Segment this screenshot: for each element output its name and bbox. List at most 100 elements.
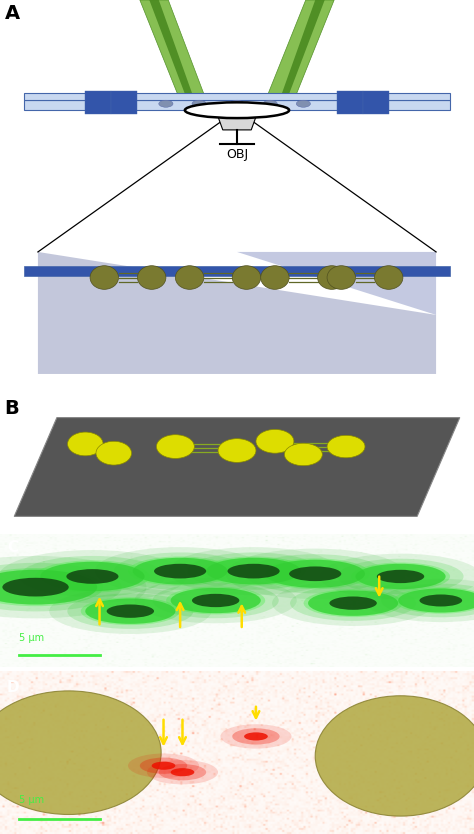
Ellipse shape <box>159 100 173 108</box>
Ellipse shape <box>168 547 339 595</box>
Ellipse shape <box>232 266 261 289</box>
Ellipse shape <box>284 444 322 465</box>
Ellipse shape <box>35 560 150 593</box>
Ellipse shape <box>187 552 320 590</box>
Ellipse shape <box>265 560 365 588</box>
Ellipse shape <box>156 435 194 459</box>
Ellipse shape <box>153 583 279 618</box>
Ellipse shape <box>296 100 310 108</box>
Ellipse shape <box>147 760 218 785</box>
Ellipse shape <box>398 589 474 612</box>
Ellipse shape <box>107 605 154 618</box>
Ellipse shape <box>152 761 175 770</box>
Text: D: D <box>7 680 20 695</box>
Ellipse shape <box>159 764 206 781</box>
Ellipse shape <box>128 753 199 778</box>
Ellipse shape <box>206 558 301 585</box>
Ellipse shape <box>364 579 474 622</box>
Ellipse shape <box>133 558 228 585</box>
Ellipse shape <box>171 588 261 613</box>
Ellipse shape <box>0 563 122 611</box>
Ellipse shape <box>166 586 265 615</box>
Ellipse shape <box>263 100 277 108</box>
Polygon shape <box>140 0 209 106</box>
Ellipse shape <box>308 590 398 615</box>
Ellipse shape <box>0 570 97 605</box>
Ellipse shape <box>261 266 289 289</box>
Ellipse shape <box>419 595 462 606</box>
Ellipse shape <box>308 590 398 615</box>
Ellipse shape <box>232 728 280 745</box>
Ellipse shape <box>351 562 450 590</box>
Ellipse shape <box>226 549 405 599</box>
Ellipse shape <box>394 587 474 614</box>
Ellipse shape <box>81 597 180 626</box>
FancyBboxPatch shape <box>24 100 450 110</box>
Ellipse shape <box>192 594 239 607</box>
Ellipse shape <box>329 596 377 610</box>
Ellipse shape <box>2 578 69 596</box>
Ellipse shape <box>265 560 365 588</box>
Ellipse shape <box>398 589 474 612</box>
Polygon shape <box>149 0 197 106</box>
FancyBboxPatch shape <box>24 266 450 275</box>
Ellipse shape <box>256 430 294 453</box>
Ellipse shape <box>192 100 206 108</box>
Ellipse shape <box>0 568 103 606</box>
Ellipse shape <box>0 550 186 603</box>
Ellipse shape <box>175 266 204 289</box>
Ellipse shape <box>66 569 118 584</box>
Ellipse shape <box>114 552 246 590</box>
Ellipse shape <box>381 584 474 617</box>
FancyBboxPatch shape <box>85 91 111 114</box>
Ellipse shape <box>85 599 175 624</box>
Ellipse shape <box>0 691 161 815</box>
Ellipse shape <box>228 564 280 579</box>
Ellipse shape <box>303 589 402 617</box>
Ellipse shape <box>185 103 289 118</box>
FancyBboxPatch shape <box>363 91 389 114</box>
Ellipse shape <box>246 554 385 594</box>
Polygon shape <box>216 110 258 130</box>
Ellipse shape <box>356 564 446 589</box>
Ellipse shape <box>171 768 194 776</box>
Ellipse shape <box>40 562 145 591</box>
Ellipse shape <box>128 556 232 585</box>
FancyBboxPatch shape <box>337 91 363 114</box>
Ellipse shape <box>377 570 424 583</box>
Polygon shape <box>38 252 436 374</box>
Ellipse shape <box>0 556 146 618</box>
FancyBboxPatch shape <box>24 93 450 100</box>
Ellipse shape <box>40 562 145 591</box>
Ellipse shape <box>140 757 187 774</box>
Ellipse shape <box>19 556 165 597</box>
Ellipse shape <box>244 732 268 741</box>
Ellipse shape <box>327 266 356 289</box>
Ellipse shape <box>90 266 118 289</box>
Ellipse shape <box>133 558 228 585</box>
Ellipse shape <box>137 266 166 289</box>
Ellipse shape <box>290 585 416 620</box>
Ellipse shape <box>154 564 206 579</box>
Ellipse shape <box>315 696 474 816</box>
Ellipse shape <box>201 556 306 585</box>
Text: B: B <box>5 399 19 418</box>
Ellipse shape <box>356 564 446 589</box>
Text: A: A <box>5 4 20 23</box>
Ellipse shape <box>171 588 261 613</box>
Ellipse shape <box>218 439 256 462</box>
Ellipse shape <box>0 570 97 605</box>
Ellipse shape <box>49 588 211 634</box>
Ellipse shape <box>67 432 103 456</box>
Ellipse shape <box>327 435 365 458</box>
FancyBboxPatch shape <box>111 91 137 114</box>
Text: 5 μm: 5 μm <box>19 795 44 805</box>
Polygon shape <box>277 0 325 106</box>
Text: 5 μm: 5 μm <box>19 633 44 643</box>
Ellipse shape <box>95 547 265 595</box>
Text: OBJ: OBJ <box>226 148 248 161</box>
Ellipse shape <box>85 599 175 624</box>
Polygon shape <box>38 252 436 315</box>
Ellipse shape <box>261 559 370 589</box>
Ellipse shape <box>96 441 131 465</box>
